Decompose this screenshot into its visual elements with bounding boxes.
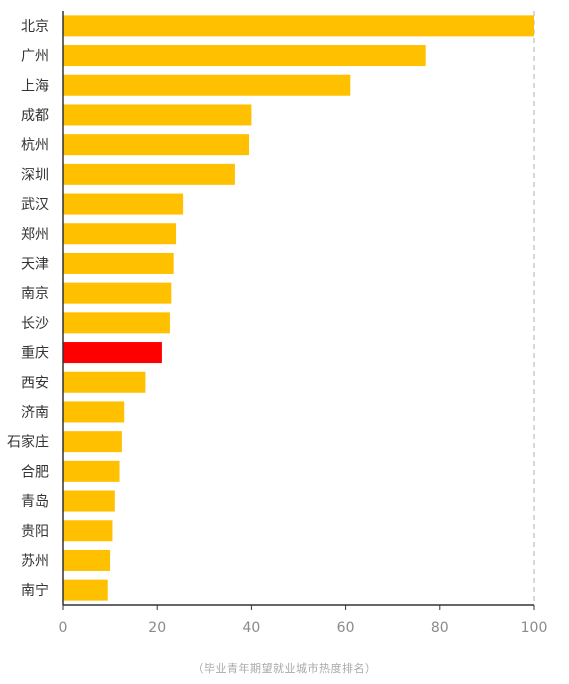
x-tick-label-2: 40: [242, 620, 260, 636]
category-label-16: 青岛: [21, 494, 49, 510]
bar-17: [63, 520, 113, 542]
category-label-10: 长沙: [21, 316, 49, 332]
category-label-14: 石家庄: [7, 434, 49, 451]
x-tick-label-0: 0: [59, 620, 68, 636]
category-label-5: 深圳: [21, 167, 49, 183]
category-label-8: 天津: [21, 256, 49, 272]
bar-12: [63, 371, 146, 393]
bar-13: [63, 401, 125, 423]
category-label-15: 合肥: [21, 464, 49, 480]
chart-caption: （毕业青年期望就业城市热度排名）: [192, 662, 377, 675]
bar-6: [63, 193, 184, 215]
x-tick-label-5: 100: [521, 620, 548, 636]
bar-3: [63, 104, 252, 126]
category-label-13: 济南: [21, 405, 49, 421]
bar-9: [63, 282, 172, 304]
category-label-11: 重庆: [21, 346, 49, 362]
bar-1: [63, 45, 426, 67]
x-tick-label-3: 60: [337, 620, 355, 636]
bar-14: [63, 431, 122, 453]
bar-19: [63, 579, 108, 601]
category-label-19: 南宁: [21, 582, 49, 599]
bar-11: [63, 342, 162, 364]
category-label-12: 西安: [21, 375, 49, 391]
category-label-2: 上海: [21, 78, 49, 94]
category-label-0: 北京: [21, 19, 49, 35]
bar-8: [63, 252, 174, 274]
category-label-6: 武汉: [21, 197, 49, 213]
category-label-18: 苏州: [21, 553, 49, 569]
category-label-7: 郑州: [21, 227, 49, 243]
bar-5: [63, 163, 235, 185]
bar-10: [63, 312, 170, 334]
category-label-3: 成都: [21, 108, 49, 124]
category-label-9: 南京: [21, 286, 49, 302]
x-tick-label-4: 80: [431, 620, 449, 636]
bar-15: [63, 460, 120, 482]
category-label-1: 广州: [21, 49, 49, 65]
bar-0: [63, 15, 534, 37]
bar-18: [63, 549, 111, 571]
bar-2: [63, 74, 351, 96]
category-label-4: 杭州: [21, 138, 49, 154]
bar-16: [63, 490, 115, 512]
bar-4: [63, 134, 250, 156]
x-tick-label-1: 20: [148, 620, 166, 636]
bar-7: [63, 223, 177, 245]
category-label-17: 贵阳: [21, 524, 49, 540]
